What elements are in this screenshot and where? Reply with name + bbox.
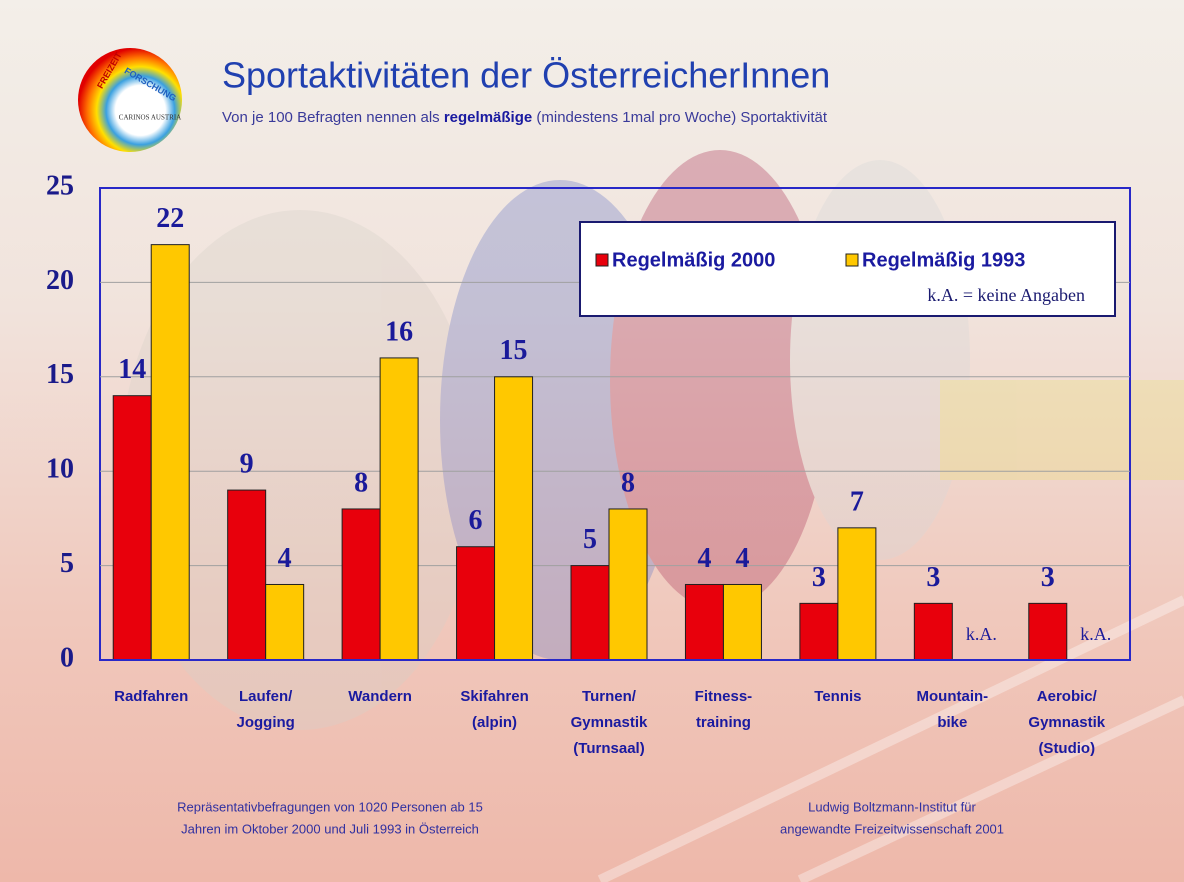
bar <box>838 528 876 660</box>
subtitle-part: (mindestens 1mal pro Woche) Sportaktivit… <box>532 109 828 126</box>
value-label: 14 <box>118 354 146 385</box>
value-label: 3 <box>926 562 940 593</box>
x-tick-label: training <box>696 714 751 731</box>
bar <box>609 509 647 660</box>
value-label: 16 <box>385 316 413 347</box>
chart-subtitle: Von je 100 Befragten nennen als regelmäß… <box>222 109 828 126</box>
bar <box>1029 603 1067 660</box>
y-tick-label: 15 <box>46 359 74 390</box>
legend-swatch <box>846 254 858 266</box>
chart: FREIZEIT FORSCHUNG CARINOS AUSTRIA Sport… <box>0 0 1184 882</box>
x-tick-label: Aerobic/ <box>1037 688 1098 705</box>
chart-title: Sportaktivitäten der ÖsterreicherInnen <box>222 55 830 96</box>
footnote: Repräsentativbefragungen von 1020 Person… <box>177 799 483 814</box>
x-tick-label: (alpin) <box>472 714 517 731</box>
logo-text: CARINOS AUSTRIA <box>119 114 181 122</box>
logo-rainbow <box>78 48 182 152</box>
y-tick-label: 25 <box>46 170 74 201</box>
legend-note: k.A. = keine Angaben <box>927 285 1085 305</box>
value-label: 5 <box>583 524 597 555</box>
value-label: 8 <box>621 467 635 498</box>
legend-label: Regelmäßig 2000 <box>612 249 775 271</box>
value-label: 3 <box>1041 562 1055 593</box>
value-label: 4 <box>735 543 749 574</box>
x-tick-label: Fitness- <box>695 688 753 705</box>
x-tick-label: Radfahren <box>114 688 188 705</box>
bar <box>266 584 304 660</box>
bar <box>571 566 609 660</box>
x-tick-label: Mountain- <box>917 688 989 705</box>
footnote: Ludwig Boltzmann-Institut für <box>808 799 976 814</box>
missing-label: k.A. <box>1080 624 1111 644</box>
footnote: angewandte Freizeitwissenschaft 2001 <box>780 821 1004 836</box>
subtitle-part: Von je 100 Befragten nennen als <box>222 109 444 126</box>
x-tick-label: Wandern <box>348 688 412 705</box>
y-tick-label: 5 <box>60 548 74 579</box>
x-tick-label: Turnen/ <box>582 688 637 705</box>
value-label: 9 <box>240 449 254 480</box>
y-tick-label: 20 <box>46 265 74 296</box>
subtitle-part: regelmäßige <box>444 109 532 126</box>
bar <box>380 358 418 660</box>
logo: FREIZEIT FORSCHUNG CARINOS AUSTRIA <box>78 48 182 152</box>
value-label: 22 <box>156 203 184 234</box>
value-label: 6 <box>469 505 483 536</box>
bar <box>342 509 380 660</box>
x-tick-label: Skifahren <box>460 688 528 705</box>
x-tick-label: (Studio) <box>1038 740 1095 757</box>
x-tick-label: Jogging <box>237 714 295 731</box>
bar <box>685 584 723 660</box>
bar <box>457 547 495 660</box>
legend: Regelmäßig 2000 Regelmäßig 1993 k.A. = kei… <box>580 222 1115 316</box>
footnote: Jahren im Oktober 2000 und Juli 1993 in … <box>181 821 479 836</box>
x-tick-label: Gymnastik <box>571 714 648 731</box>
bar <box>228 490 266 660</box>
bar <box>800 603 838 660</box>
x-tick-label: bike <box>937 714 967 731</box>
value-label: 15 <box>500 335 528 366</box>
bar <box>723 584 761 660</box>
x-tick-label: Tennis <box>814 688 861 705</box>
value-label: 3 <box>812 562 826 593</box>
value-label: 7 <box>850 486 864 517</box>
value-label: 4 <box>697 543 711 574</box>
x-tick-label: Laufen/ <box>239 688 293 705</box>
value-label: 4 <box>278 543 292 574</box>
value-label: 8 <box>354 467 368 498</box>
bar <box>151 245 189 660</box>
bar <box>113 396 151 660</box>
x-tick-label: Gymnastik <box>1028 714 1105 731</box>
legend-label: Regelmäßig 1993 <box>862 249 1025 271</box>
bar <box>495 377 533 660</box>
missing-label: k.A. <box>966 624 997 644</box>
x-tick-label: (Turnsaal) <box>573 740 644 757</box>
bar <box>914 603 952 660</box>
y-tick-label: 0 <box>60 642 74 673</box>
legend-swatch <box>596 254 608 266</box>
y-tick-label: 10 <box>46 454 74 485</box>
